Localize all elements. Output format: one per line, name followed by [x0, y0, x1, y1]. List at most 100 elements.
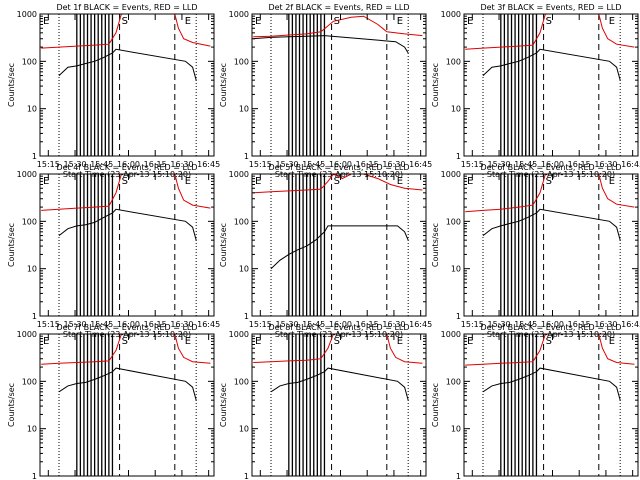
marker-letter-middle: S	[122, 336, 128, 347]
series-line-events	[58, 208, 197, 241]
x-tick-label: 15:15	[461, 320, 484, 329]
y-tick-label: 1	[32, 472, 37, 480]
marker-letter-right: E	[185, 336, 191, 347]
y-tick-label: 1	[244, 152, 249, 161]
x-tick-label: 15:15	[37, 320, 60, 329]
y-tick-label: 100	[234, 217, 249, 226]
y-tick-label: 10	[239, 265, 249, 274]
marker-letter-right: E	[185, 176, 191, 187]
x-tick-label: 16:00	[541, 160, 564, 169]
y-tick-label: 100	[22, 377, 37, 386]
y-tick-label: 1000	[17, 10, 37, 19]
x-tick-label: 15:45	[90, 160, 113, 169]
x-tick-label: 15:45	[514, 320, 537, 329]
x-tick-label: 16:45	[197, 320, 220, 329]
x-tick-label: 15:30	[276, 160, 299, 169]
x-tick-label: 16:30	[382, 160, 405, 169]
marker-letter-right: E	[609, 16, 615, 27]
marker-letter-middle: S	[334, 16, 340, 27]
y-tick-label: 1	[244, 312, 249, 321]
detector-panel: Det 2f BLACK = Events, RED = LLD E S E 1 10 10…	[219, 3, 432, 179]
marker-letter-middle: S	[546, 16, 552, 27]
x-tick-label: 15:30	[488, 160, 511, 169]
panel-title: Det 2f BLACK = Events, RED = LLD	[268, 3, 409, 12]
detector-panel: Det 3f BLACK = Events, RED = LLD E S E 1 10 10…	[431, 3, 640, 179]
y-axis-title: Counts/sec	[219, 383, 228, 427]
y-tick-label: 1	[456, 472, 461, 480]
x-tick-label: 15:30	[64, 160, 87, 169]
x-tick-label: 16:00	[541, 320, 564, 329]
panel-title: Det 8f BLACK = Events, RED = LLD	[268, 323, 409, 332]
marker-letter-middle: S	[122, 176, 128, 187]
detector-panel: Det 1f BLACK = Events, RED = LLD E S E 1 10 10…	[7, 3, 220, 179]
panel-title: Det 1f BLACK = Events, RED = LLD	[56, 3, 197, 12]
marker-letter-left: E	[255, 176, 261, 187]
x-tick-label: 15:15	[461, 160, 484, 169]
y-tick-label: 1000	[17, 330, 37, 339]
y-tick-label: 1	[244, 472, 249, 480]
y-tick-label: 10	[27, 425, 37, 434]
series-line-events	[270, 225, 409, 270]
x-tick-label: 15:15	[249, 160, 272, 169]
marker-letter-left: E	[467, 336, 473, 347]
y-tick-label: 1000	[441, 330, 461, 339]
y-tick-label: 100	[234, 57, 249, 66]
y-axis-title: Counts/sec	[431, 63, 440, 107]
detector-panel: Det 9f BLACK = Events, RED = LLD E S E 1 10 10…	[431, 323, 639, 480]
x-tick-label: 16:00	[329, 320, 352, 329]
x-tick-label: 15:15	[37, 160, 60, 169]
plot-frame	[39, 333, 215, 477]
x-tick-label: 16:00	[329, 160, 352, 169]
plot-frame	[39, 173, 215, 317]
marker-letter-right: E	[397, 16, 403, 27]
detector-panel: Det 4f BLACK = Events, RED = LLD E S E 1 10 10…	[7, 163, 220, 339]
x-tick-label: 16:30	[382, 320, 405, 329]
marker-letter-left: E	[467, 176, 473, 187]
x-tick-label: 16:15	[144, 160, 167, 169]
y-axis-title: Counts/sec	[219, 63, 228, 107]
x-tick-label: 15:30	[276, 320, 299, 329]
y-tick-label: 100	[446, 217, 461, 226]
marker-letter-left: E	[43, 176, 49, 187]
y-tick-label: 1	[456, 152, 461, 161]
y-tick-label: 100	[446, 377, 461, 386]
y-tick-label: 10	[27, 265, 37, 274]
series-line-lld	[253, 15, 423, 38]
panel-title: Det 3f BLACK = Events, RED = LLD	[480, 3, 621, 12]
x-tick-label: 15:30	[64, 320, 87, 329]
marker-letter-left: E	[467, 16, 473, 27]
y-tick-label: 100	[446, 57, 461, 66]
x-tick-label: 16:00	[117, 160, 140, 169]
marker-letter-right: E	[609, 176, 615, 187]
marker-letter-right: E	[397, 176, 403, 187]
series-line-lld	[41, 173, 211, 211]
x-tick-label: 15:15	[249, 320, 272, 329]
detector-panel: Det 5f BLACK = Events, RED = LLD E S E 1 10 10…	[219, 163, 432, 339]
series-line-events	[270, 367, 409, 401]
series-line-lld	[41, 333, 211, 365]
x-tick-label: 15:45	[90, 320, 113, 329]
x-tick-label: 16:30	[594, 320, 617, 329]
x-tick-label: 16:45	[409, 320, 432, 329]
marker-letter-right: E	[185, 16, 191, 27]
detector-panel: Det 6f BLACK = Events, RED = LLD E S E 1 10 10…	[431, 163, 640, 339]
x-tick-label: 16:45	[409, 160, 432, 169]
y-tick-label: 1000	[229, 330, 249, 339]
x-tick-label: 16:15	[568, 160, 591, 169]
marker-letter-left: E	[43, 336, 49, 347]
y-tick-label: 1000	[229, 10, 249, 19]
y-axis-title: Counts/sec	[431, 223, 440, 267]
x-tick-label: 16:45	[621, 320, 640, 329]
series-line-events	[58, 367, 197, 401]
x-tick-label: 16:15	[568, 320, 591, 329]
marker-letter-right: E	[397, 336, 403, 347]
plot-frame	[463, 333, 639, 477]
y-tick-label: 100	[22, 57, 37, 66]
series-line-events	[482, 208, 621, 241]
series-line-lld	[465, 173, 635, 213]
marker-letter-middle: S	[546, 176, 552, 187]
x-tick-label: 16:45	[197, 160, 220, 169]
panel-title: Det 7f BLACK = Events, RED = LLD	[56, 323, 197, 332]
x-tick-label: 16:00	[117, 320, 140, 329]
